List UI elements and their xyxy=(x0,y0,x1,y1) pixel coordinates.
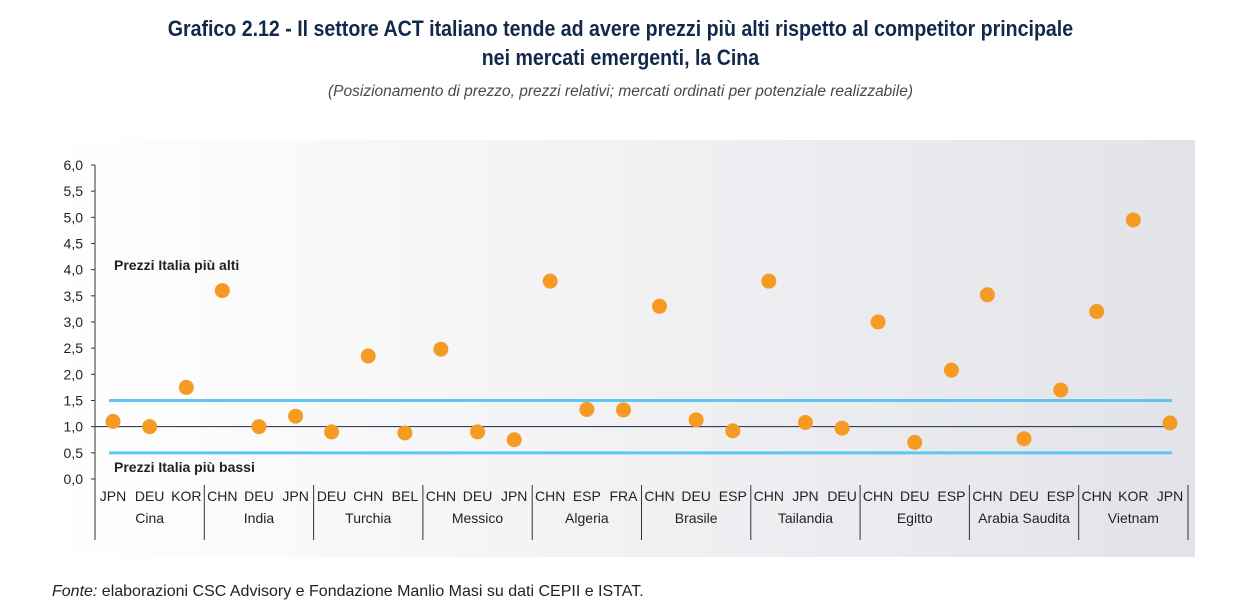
x-tick-label-competitor: ESP xyxy=(1047,488,1075,504)
x-group-label: Brasile xyxy=(675,510,718,526)
y-tick-label: 0,0 xyxy=(64,471,84,487)
data-point xyxy=(142,419,158,435)
data-point xyxy=(907,434,923,450)
data-point xyxy=(214,283,230,299)
chart-title: Grafico 2.12 - Il settore ACT italiano t… xyxy=(81,14,1161,72)
x-tick-label-competitor: DEU xyxy=(827,488,857,504)
x-group-label: Cina xyxy=(135,510,164,526)
x-tick-label-competitor: KOR xyxy=(1118,488,1148,504)
data-point xyxy=(616,402,631,418)
x-tick-label-competitor: DEU xyxy=(244,488,274,504)
data-point xyxy=(870,314,886,330)
data-point xyxy=(433,341,449,357)
data-point xyxy=(688,412,704,428)
x-tick-label-competitor: DEU xyxy=(900,488,930,504)
data-point xyxy=(324,424,340,440)
data-point xyxy=(1125,212,1141,228)
data-point xyxy=(979,287,995,303)
y-tick-label: 0,5 xyxy=(64,445,84,461)
data-point xyxy=(1089,304,1105,320)
y-tick-label: 3,0 xyxy=(64,314,84,330)
y-tick-label: 6,0 xyxy=(64,157,84,173)
x-tick-label-competitor: DEU xyxy=(135,488,165,504)
x-tick-label-competitor: ESP xyxy=(573,488,601,504)
y-tick-label: 4,5 xyxy=(64,236,84,252)
x-tick-label-competitor: CHN xyxy=(426,488,456,504)
x-group-label: Vietnam xyxy=(1108,510,1159,526)
data-point xyxy=(943,362,959,378)
y-tick-label: 2,5 xyxy=(64,340,84,356)
data-point xyxy=(251,419,267,435)
chart-area xyxy=(52,140,1195,557)
chart-title-line2: nei mercati emergenti, la Cina xyxy=(481,45,760,70)
x-group-label: Turchia xyxy=(345,510,391,526)
x-tick-label-competitor: CHN xyxy=(207,488,237,504)
data-point xyxy=(579,401,595,417)
x-tick-label-competitor: CHN xyxy=(972,488,1002,504)
data-point xyxy=(105,413,121,429)
x-tick-label-competitor: JPN xyxy=(282,488,308,504)
data-point xyxy=(1016,431,1032,447)
x-group-label: Arabia Saudita xyxy=(978,510,1070,526)
x-tick-label-competitor: CHN xyxy=(644,488,674,504)
x-tick-label-competitor: ESP xyxy=(719,488,747,504)
data-point xyxy=(725,423,741,439)
y-tick-label: 1,5 xyxy=(64,393,84,409)
y-tick-label: 3,5 xyxy=(64,288,84,304)
data-point xyxy=(506,432,522,448)
x-tick-label-competitor: BEL xyxy=(392,488,419,504)
data-point xyxy=(1162,415,1178,431)
x-tick-label-competitor: JPN xyxy=(501,488,527,504)
y-tick-label: 5,5 xyxy=(64,183,84,199)
data-point xyxy=(652,298,667,314)
chart-title-line1: Grafico 2.12 - Il settore ACT italiano t… xyxy=(167,16,1074,41)
x-tick-label-competitor: CHN xyxy=(535,488,565,504)
x-tick-label-competitor: JPN xyxy=(1157,488,1183,504)
x-tick-label-competitor: CHN xyxy=(1082,488,1112,504)
data-point xyxy=(360,348,376,364)
data-point xyxy=(288,408,304,424)
x-tick-label-competitor: CHN xyxy=(754,488,784,504)
x-tick-label-competitor: DEU xyxy=(463,488,493,504)
x-tick-label-competitor: JPN xyxy=(100,488,126,504)
data-point xyxy=(542,273,558,289)
annotation-prezzi-alti: Prezzi Italia più alti xyxy=(114,257,239,273)
y-tick-label: 1,0 xyxy=(64,419,84,435)
data-point xyxy=(797,414,813,430)
x-tick-label-competitor: DEU xyxy=(681,488,711,504)
x-tick-label-competitor: CHN xyxy=(863,488,893,504)
x-group-label: Egitto xyxy=(897,510,933,526)
y-tick-label: 4,0 xyxy=(64,262,84,278)
y-tick-label: 5,0 xyxy=(64,209,84,225)
x-tick-label-competitor: DEU xyxy=(317,488,347,504)
x-tick-label-competitor: DEU xyxy=(1009,488,1039,504)
x-tick-label-competitor: KOR xyxy=(171,488,201,504)
x-tick-label-competitor: FRA xyxy=(610,488,639,504)
x-tick-label-competitor: JPN xyxy=(792,488,818,504)
x-group-label: Algeria xyxy=(565,510,609,526)
x-tick-label-competitor: CHN xyxy=(353,488,383,504)
x-tick-label-competitor: ESP xyxy=(937,488,965,504)
data-point xyxy=(470,424,486,440)
x-group-label: Messico xyxy=(452,510,504,526)
data-point xyxy=(178,379,194,395)
data-point xyxy=(1053,382,1069,398)
source-note: Fonte: elaborazioni CSC Advisory e Fonda… xyxy=(52,583,644,601)
annotation-prezzi-bassi: Prezzi Italia più bassi xyxy=(114,459,255,475)
source-text: elaborazioni CSC Advisory e Fondazione M… xyxy=(97,583,644,600)
x-group-label: Tailandia xyxy=(778,510,833,526)
data-point xyxy=(761,273,777,289)
source-label: Fonte: xyxy=(52,583,98,600)
data-point xyxy=(834,420,850,436)
chart-subtitle: (Posizionamento di prezzo, prezzi relati… xyxy=(328,83,913,100)
y-tick-label: 2,0 xyxy=(64,366,84,382)
data-point xyxy=(397,425,413,441)
x-group-label: India xyxy=(244,510,275,526)
